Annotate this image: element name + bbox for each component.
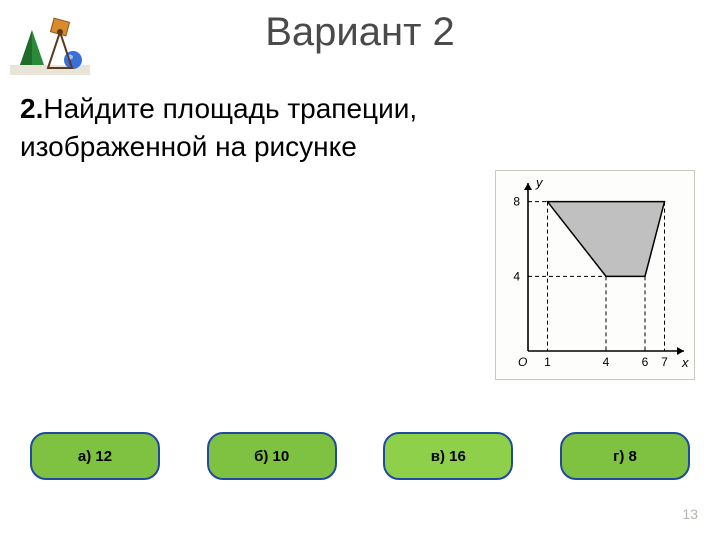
svg-text:1: 1 (544, 355, 551, 369)
svg-text:7: 7 (661, 355, 668, 369)
svg-text:8: 8 (513, 195, 520, 209)
slide: Вариант 2 2.Найдите площадь трапеции, из… (0, 0, 720, 540)
answer-option-g[interactable]: г) 8 (560, 432, 690, 480)
svg-text:x: x (681, 355, 689, 370)
svg-text:y: y (535, 175, 544, 190)
svg-text:4: 4 (603, 355, 610, 369)
svg-text:O: O (518, 355, 527, 369)
answer-option-a[interactable]: а) 12 (30, 432, 160, 480)
answer-option-v[interactable]: в) 16 (383, 432, 513, 480)
svg-text:6: 6 (642, 355, 649, 369)
trapezoid-chart: 1 4 67 4 8 Ox y (495, 170, 695, 380)
answer-option-b[interactable]: б) 10 (207, 432, 337, 480)
question-body: Найдите площадь трапеции, изображенной н… (20, 93, 417, 162)
answer-row: а) 12 б) 10 в) 16 г) 8 (30, 432, 690, 480)
page-number: 13 (682, 506, 698, 522)
question-number: 2. (20, 93, 43, 124)
slide-title: Вариант 2 (0, 10, 720, 55)
question-text: 2.Найдите площадь трапеции, изображенной… (20, 90, 580, 166)
svg-text:4: 4 (513, 269, 520, 283)
